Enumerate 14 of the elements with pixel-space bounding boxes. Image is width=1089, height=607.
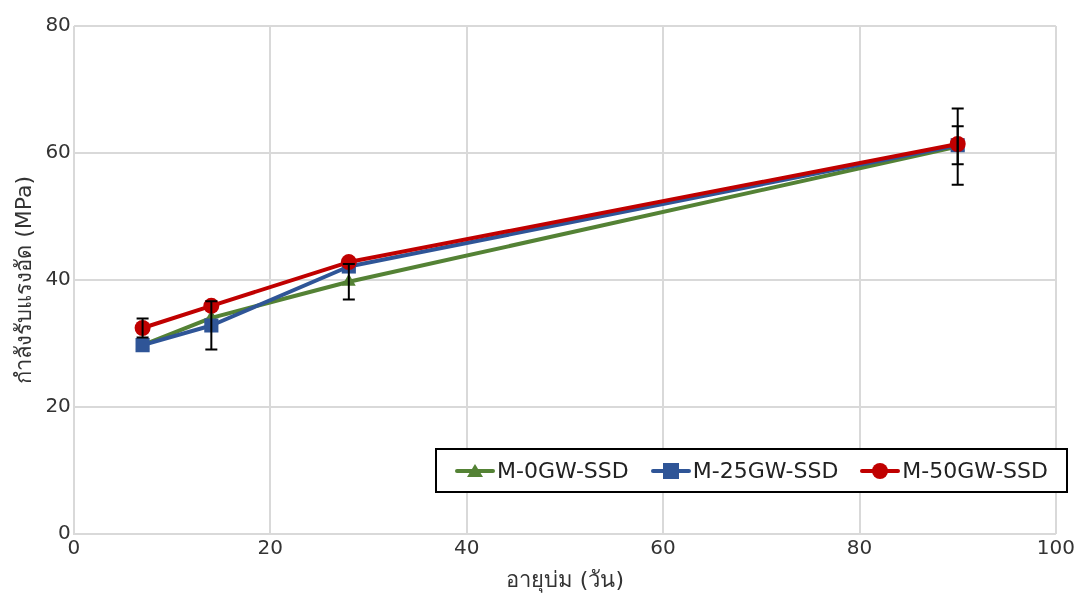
y-tick-label: 20	[45, 392, 71, 417]
y-tick-label: 40	[45, 266, 71, 290]
y-axis-title: กำลังรับแรงอัด (MPa)	[10, 175, 36, 384]
legend-label: M-25GW-SSD	[692, 458, 839, 483]
x-tick-label: 80	[846, 534, 873, 559]
legend-label: M-0GW-SSD	[497, 458, 629, 483]
y-tick-label: 60	[45, 139, 71, 164]
legend-label: M-50GW-SSD	[902, 458, 1048, 483]
y-tick-label: 80	[45, 12, 71, 37]
x-tick-label: 40	[453, 534, 480, 559]
x-axis-title: อายุบ่ม (วัน)	[505, 566, 624, 593]
x-tick-label: 100	[1036, 534, 1076, 559]
x-tick-label: 60	[650, 534, 676, 559]
x-tick-label: 20	[257, 534, 283, 559]
